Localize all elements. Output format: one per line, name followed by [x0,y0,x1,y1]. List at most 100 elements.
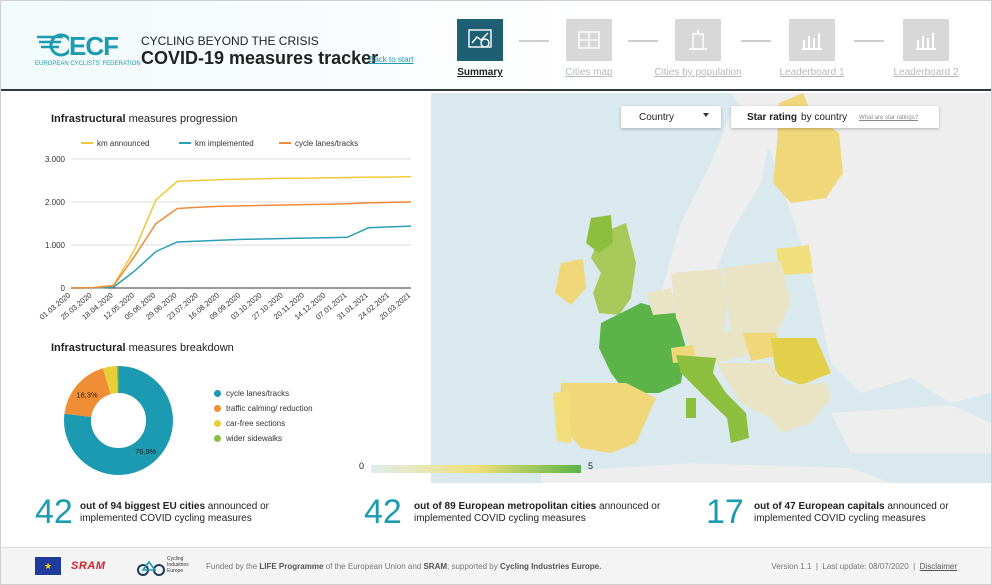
line-chart-title: Infrastructural measures progression [51,113,237,125]
eu-flag-icon: ★ [35,557,61,575]
map-region-france[interactable] [599,303,686,393]
funding-pre: Funded by the [206,562,260,571]
europe-map[interactable] [431,93,991,483]
legend-swatch [214,405,221,412]
pie-chart-title: Infrastructural measures breakdown [51,342,234,354]
stat-biggest-cities: 42 out of 94 biggest EU cities announced… [35,493,335,533]
scale-gradient [371,465,581,473]
bar-chart-icon [903,19,949,61]
summary-icon [457,19,503,61]
cie-logo-text: Cycling Industries Europe [167,556,189,574]
map-region-poland[interactable] [723,261,791,333]
stat-text-rest: announced or implemented COVID cycling m… [414,501,661,524]
star-rating-help-link[interactable]: What are star ratings? [859,115,919,121]
nav-cities-map-label: Cities map [565,67,613,78]
series-line [70,201,412,289]
stat-text-bold: out of 47 European capitals [754,501,885,512]
line-chart-title-bold: Infrastructural [51,113,126,125]
map-region-scotland[interactable] [586,215,613,253]
back-to-start-link[interactable]: Back to start [369,55,414,64]
series-line [71,225,412,289]
chevron-down-icon [703,113,709,117]
map-region-norway-sweden[interactable] [661,93,791,293]
legend-label: cycle lanes/tracks [226,389,290,398]
funding-cie: Cycling Industries Europe. [499,562,602,571]
map-region-portugal[interactable] [553,391,571,443]
pie-legend: cycle lanes/tracks traffic calming/ reduc… [214,389,324,449]
header: ECF EUROPEAN CYCLISTS' FEDERATION CYCLIN… [1,1,991,91]
scale-max-label: 5 [588,461,594,471]
nav-cities-map[interactable]: Cities map [544,19,634,78]
star-rating-rest: by country [801,111,848,123]
y-tick-label: 1.000 [45,241,66,250]
map-shapes [431,93,991,483]
funding-life: LIFE Programme [259,562,324,571]
funding-post: ; supported by [447,562,500,571]
map-region-germany[interactable] [671,269,727,345]
page-title: COVID-19 measures tracker [141,48,379,68]
stat-number: 17 [706,493,744,531]
nav-leaderboard-1[interactable]: Leaderboard 1 [767,19,857,78]
nav-cities-by-population-label: Cities by population [654,67,742,78]
pie-legend-item: car-free sections [214,419,324,428]
stat-text-bold: out of 89 European metropolitan cities [414,501,597,512]
nav-leaderboard-1-label: Leaderboard 1 [779,67,845,78]
stat-text: out of 94 biggest EU cities announced or… [80,501,310,525]
nav-summary-label: Summary [457,67,503,78]
logo-subtext: EUROPEAN CYCLISTS' FEDERATION [35,61,141,67]
pie-chart-title-bold: Infrastructural [51,342,126,354]
disclaimer-link[interactable]: Disclaimer [919,562,957,571]
country-select[interactable]: Country [621,106,721,128]
city-building-icon [675,19,721,61]
map-region-ireland[interactable] [555,259,586,305]
star-rating-selector[interactable]: Star rating by country [731,106,939,128]
pie-legend-item: cycle lanes/tracks [214,389,324,398]
version-info: Version 1.1 | Last update: 08/07/2020 | … [771,562,957,571]
legend-swatch [214,390,221,397]
cie-logo: Cycling Industries Europe [137,555,197,579]
pie-slice-label: 76,9% [135,447,157,456]
version-number: Version 1.1 [771,562,812,571]
legend-swatch [214,420,221,427]
pie-chart-title-rest: measures breakdown [125,342,234,354]
star-rating-bold: Star rating [747,111,798,123]
donut-chart: 76,9% 18,3% [64,366,173,475]
bicycle-icon [137,560,165,576]
sram-logo: SRAM [71,560,106,572]
map-region-turkey[interactable] [831,405,991,453]
ecf-logo[interactable]: ECF EUROPEAN CYCLISTS' FEDERATION [35,31,141,71]
footer: ★ SRAM Cycling Industries Europe Funded … [1,547,991,584]
map-region-spain[interactable] [559,383,656,453]
series-line [70,175,412,289]
nav-divider [628,40,658,42]
pie-slice[interactable] [64,366,173,475]
stat-metropolitan-cities: 42 out of 89 European metropolitan citie… [364,493,684,533]
stat-number: 42 [35,493,73,531]
funding-sram: SRAM [423,562,448,571]
stat-text: out of 89 European metropolitan cities a… [414,501,674,525]
nav-summary[interactable]: Summary [435,19,525,78]
logo-text: ECF [69,31,119,61]
map-region-czechia-austria[interactable] [686,331,749,365]
funding-text: Funded by the LIFE Programme of the Euro… [206,562,601,571]
legend-label: cycle lanes/tracks [295,139,358,148]
map-region-sardinia[interactable] [686,398,696,418]
map-region-bulgaria-greece[interactable] [766,383,831,433]
pie-legend-item: traffic calming/ reduction [214,404,324,413]
stat-capitals: 17 out of 47 European capitals announced… [706,493,966,533]
map-region-benelux[interactable] [646,288,675,315]
y-tick-label: 2.000 [45,198,66,207]
stat-number: 42 [364,493,402,531]
map-region-africa[interactable] [541,463,891,483]
map-region-italy[interactable] [676,355,749,443]
nav-leaderboard-2[interactable]: Leaderboard 2 [881,19,971,78]
city-map-icon [566,19,612,61]
legend-label: km implemented [195,139,254,148]
last-update: Last update: 08/07/2020 [822,562,909,571]
legend-label: car-free sections [226,419,286,428]
nav-cities-by-population[interactable]: Cities by population [653,19,743,78]
map-region-romania[interactable] [771,338,831,385]
map-region-estonia[interactable] [776,245,813,275]
pie-slice-label: 18,3% [76,390,98,399]
